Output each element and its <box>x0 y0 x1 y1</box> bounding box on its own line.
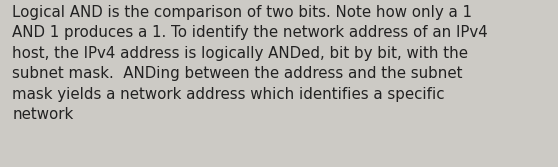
Text: Logical AND is the comparison of two bits. Note how only a 1
AND 1 produces a 1.: Logical AND is the comparison of two bit… <box>12 5 488 122</box>
